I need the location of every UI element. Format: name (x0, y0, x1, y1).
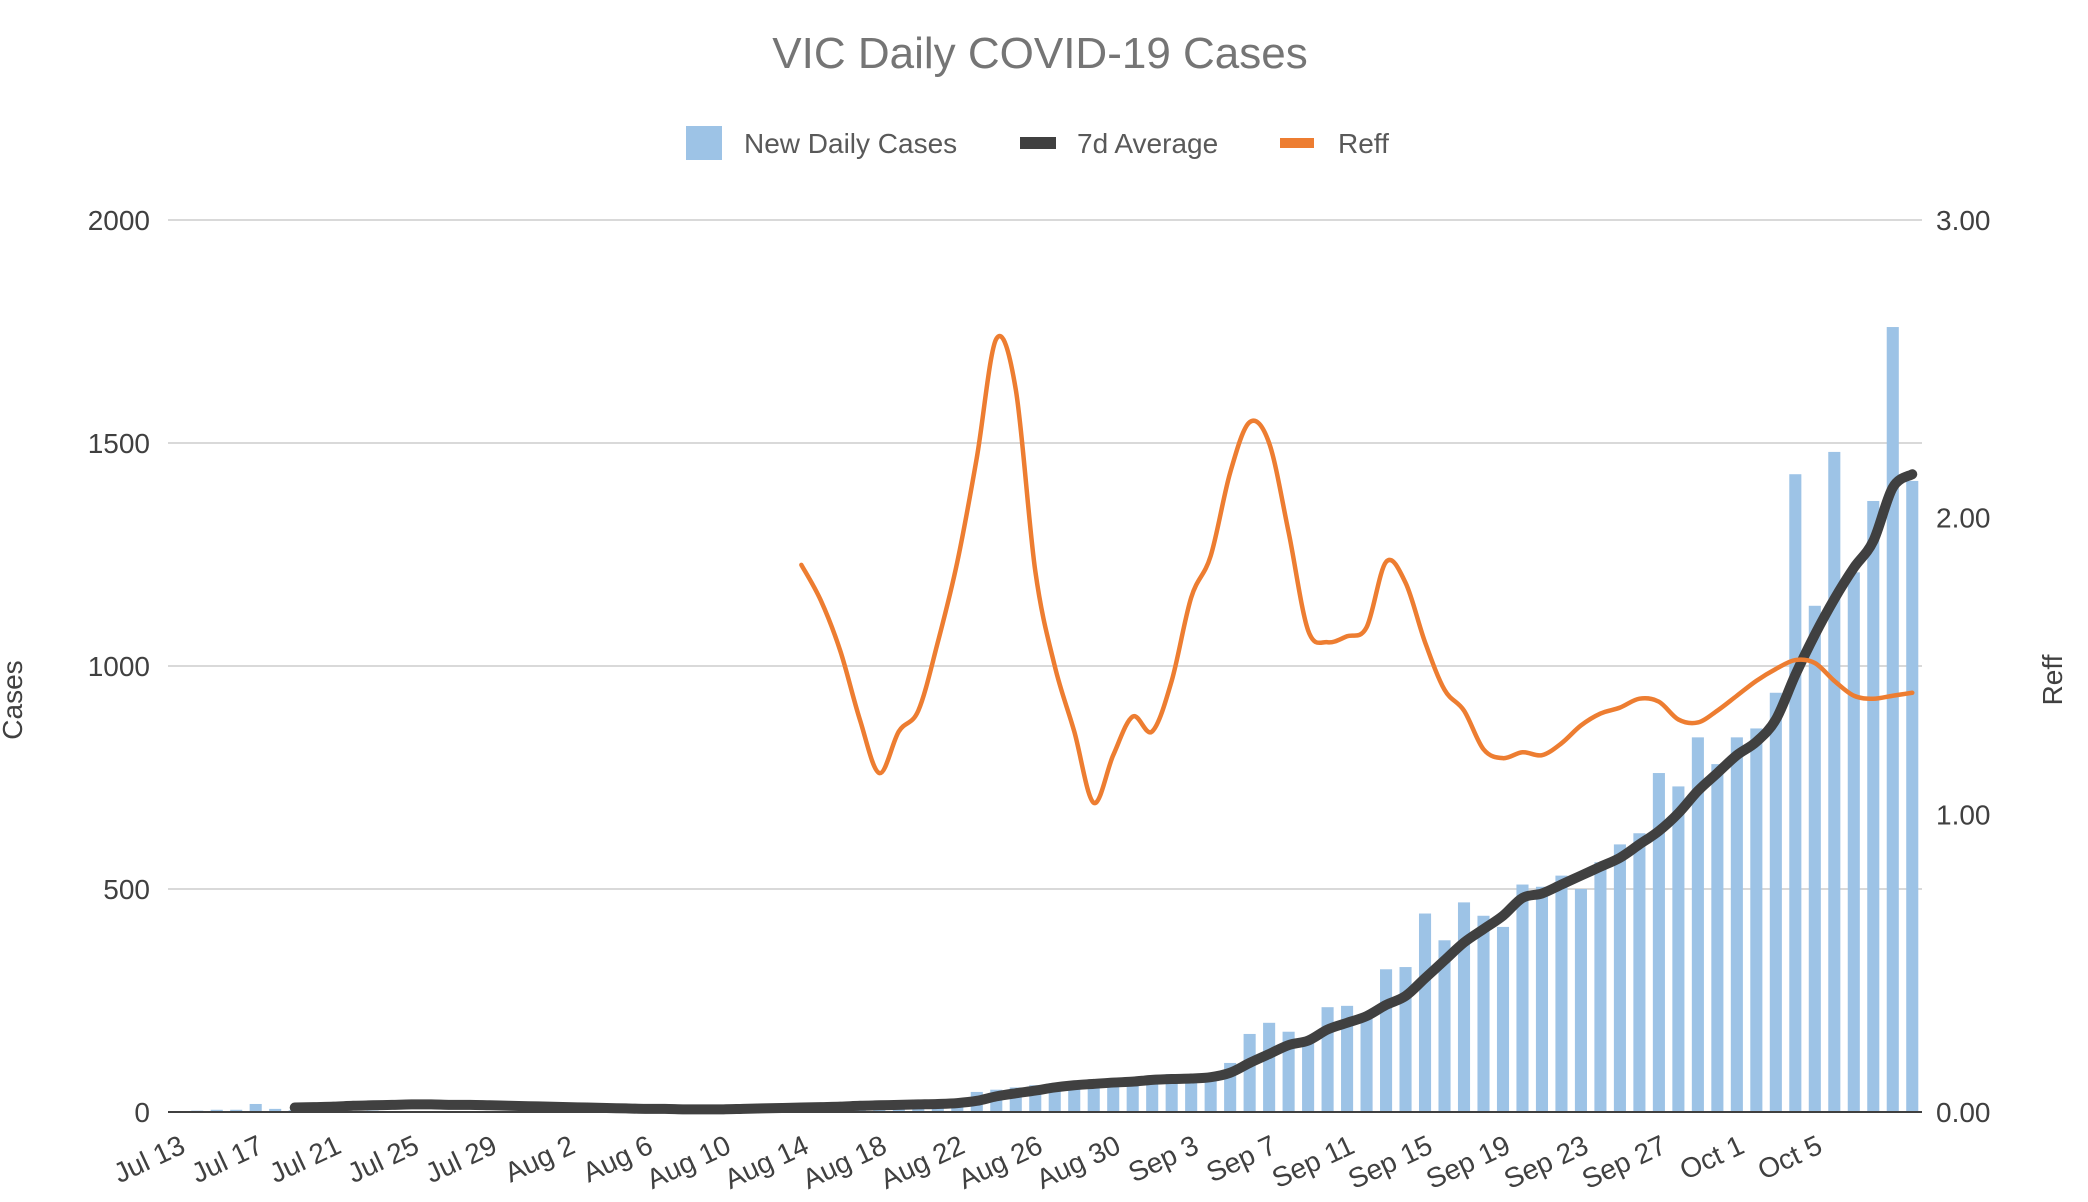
bar (1574, 889, 1587, 1112)
bar (1789, 474, 1802, 1113)
x-tick-label: Aug 2 (500, 1129, 579, 1188)
bar (1613, 844, 1626, 1112)
bar (1380, 969, 1393, 1112)
bar (1496, 926, 1510, 1112)
bar (1438, 940, 1451, 1112)
y-tick-label: 2000 (88, 205, 150, 236)
legend-label-7d-average: 7d Average (1077, 128, 1218, 159)
bar (1886, 327, 1899, 1112)
bars-new-daily-cases (171, 327, 1919, 1113)
x-tick-label: Sep 7 (1202, 1129, 1281, 1188)
bar (1808, 605, 1821, 1112)
x-tick-label: Sep 27 (1577, 1129, 1671, 1195)
bar (1516, 884, 1529, 1112)
y-axis-title: Cases (0, 660, 28, 739)
y-axis-right-ticks: 0.00 1.00 2.00 3.00 (1936, 205, 1991, 1128)
bar (1302, 1038, 1315, 1112)
bar (1263, 1022, 1276, 1112)
bar (1185, 1080, 1198, 1112)
bar (1906, 480, 1919, 1112)
bar (1146, 1078, 1159, 1112)
x-tick-label: Aug 30 (1032, 1129, 1126, 1195)
bar (249, 1103, 262, 1112)
bar (269, 1108, 282, 1112)
bar (1847, 572, 1860, 1112)
bar (1107, 1080, 1120, 1112)
bar (1204, 1080, 1217, 1112)
gridlines (168, 219, 1922, 890)
x-tick-label: Jul 25 (343, 1129, 424, 1189)
x-tick-label: Sep 11 (1267, 1129, 1359, 1194)
bar (1243, 1033, 1256, 1112)
y-tick-label: 1500 (88, 428, 150, 459)
y-tick-label: 500 (103, 874, 150, 905)
bar (1828, 451, 1841, 1112)
line-reff (799, 334, 1915, 806)
legend: New Daily Cases 7d Average Reff (686, 126, 1389, 160)
y-axis-left-ticks: 0 500 1000 1500 2000 (88, 205, 150, 1128)
bar (1341, 1005, 1354, 1112)
legend-label-new-daily-cases: New Daily Cases (744, 128, 957, 159)
x-tick-label: Sep 15 (1343, 1129, 1437, 1195)
legend-swatch-reff (1280, 138, 1314, 148)
bar (1282, 1031, 1295, 1112)
bar (1555, 875, 1568, 1112)
bar (1711, 764, 1724, 1112)
y2-tick-label: 0.00 (1936, 1097, 1991, 1128)
y2-axis-title: Reff (2037, 654, 2068, 705)
x-tick-label: Jul 29 (421, 1129, 502, 1189)
x-tick-label: Sep 19 (1421, 1129, 1515, 1195)
bar (1418, 913, 1432, 1112)
bar (1126, 1078, 1139, 1112)
legend-swatch-7d-average (1020, 137, 1056, 149)
bar (1691, 737, 1704, 1112)
x-tick-label: Aug 26 (954, 1129, 1048, 1195)
legend-label-reff: Reff (1338, 128, 1389, 159)
x-tick-label: Aug 22 (876, 1129, 970, 1195)
bar (1477, 915, 1490, 1112)
x-tick-label: Jul 13 (109, 1129, 190, 1189)
bar (1867, 500, 1880, 1113)
x-tick-label: Aug 6 (578, 1129, 657, 1188)
y2-tick-label: 2.00 (1936, 502, 1991, 533)
bar (1652, 773, 1665, 1112)
chart-title: VIC Daily COVID-19 Cases (772, 29, 1307, 78)
bar (1535, 886, 1549, 1112)
y-tick-label: 0 (134, 1097, 150, 1128)
x-tick-label: Oct 1 (1675, 1129, 1749, 1185)
bar (1672, 786, 1685, 1112)
x-tick-label: Jul 21 (265, 1129, 346, 1189)
x-tick-label: Oct 5 (1753, 1129, 1827, 1185)
bar (230, 1109, 243, 1112)
legend-swatch-new-daily-cases (686, 126, 722, 160)
bar (1457, 902, 1471, 1112)
y2-tick-label: 3.00 (1936, 205, 1991, 236)
x-tick-label: Sep 23 (1499, 1129, 1593, 1195)
bar (1360, 1016, 1373, 1112)
bar (1750, 728, 1763, 1112)
x-tick-label: Aug 14 (720, 1129, 814, 1195)
x-tick-label: Aug 18 (798, 1129, 892, 1195)
bar (1633, 833, 1646, 1112)
x-tick-label: Sep 3 (1124, 1129, 1203, 1188)
line-7d-average (289, 469, 1918, 1115)
bar (1769, 692, 1782, 1112)
bar (1730, 737, 1743, 1112)
y-tick-label: 1000 (88, 651, 150, 682)
bar (1594, 862, 1607, 1112)
x-tick-label: Jul 17 (187, 1129, 268, 1189)
x-tick-label: Aug 10 (642, 1129, 736, 1195)
bar (210, 1109, 223, 1112)
y2-tick-label: 1.00 (1936, 800, 1991, 831)
